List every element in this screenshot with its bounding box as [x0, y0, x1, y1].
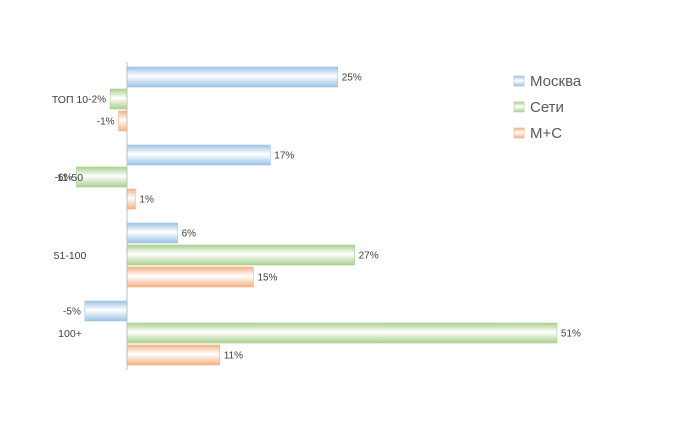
bar-мplusс-0: [118, 110, 128, 132]
data-label-москва-1: 17%: [274, 151, 294, 162]
legend-label-мplusс: М+С: [530, 125, 562, 142]
bar-сети-0: [109, 88, 128, 110]
bar-москва-0: [126, 66, 339, 88]
data-label-мplusс-3: 11%: [224, 351, 243, 362]
bar-мplusс-2: [126, 266, 254, 288]
bar-сети-3: [126, 322, 558, 344]
bar-москва-2: [126, 222, 178, 244]
bar-москва-1: [126, 144, 271, 166]
category-label-2: 51-100: [54, 250, 87, 262]
category-label-3: 100+: [58, 328, 82, 340]
legend-swatch-сети: [513, 101, 525, 113]
bar-сети-2: [126, 244, 355, 266]
data-label-мplusс-2: 15%: [257, 273, 277, 284]
bars: [76, 66, 558, 366]
data-label-москва-3: -5%: [63, 307, 81, 318]
legend-swatch-москва: [513, 75, 525, 87]
legend-label-москва: Москва: [530, 73, 582, 90]
data-label-мplusс-0: -1%: [97, 117, 115, 128]
bar-москва-3: [84, 300, 128, 322]
legend-label-сети: Сети: [530, 99, 564, 116]
category-labels: ТОП 10 11-50 51-100 100+: [52, 94, 88, 340]
legend-swatch-мplusс: [513, 127, 525, 139]
data-label-сети-1: -6%: [55, 173, 73, 184]
data-label-мplusс-1: 1%: [139, 195, 154, 206]
bar-сети-1: [76, 166, 128, 188]
bar-мplusс-3: [126, 344, 221, 366]
category-label-1: 11-50: [57, 172, 83, 184]
bar-мplusс-1: [126, 188, 136, 210]
data-label-сети-2: 27%: [359, 251, 379, 262]
data-label-сети-0: -2%: [88, 95, 106, 106]
data-label-москва-2: 6%: [182, 229, 197, 240]
category-label-0: ТОП 10: [52, 94, 88, 106]
data-label-москва-0: 25%: [342, 73, 362, 84]
value-labels: 25% -2% -1% 17% -6% 1% 6% 27% 15% -5% 51% 11%: [55, 73, 581, 362]
data-label-сети-3: 51%: [561, 329, 581, 340]
legend: Москва Сети М+С: [513, 73, 582, 142]
